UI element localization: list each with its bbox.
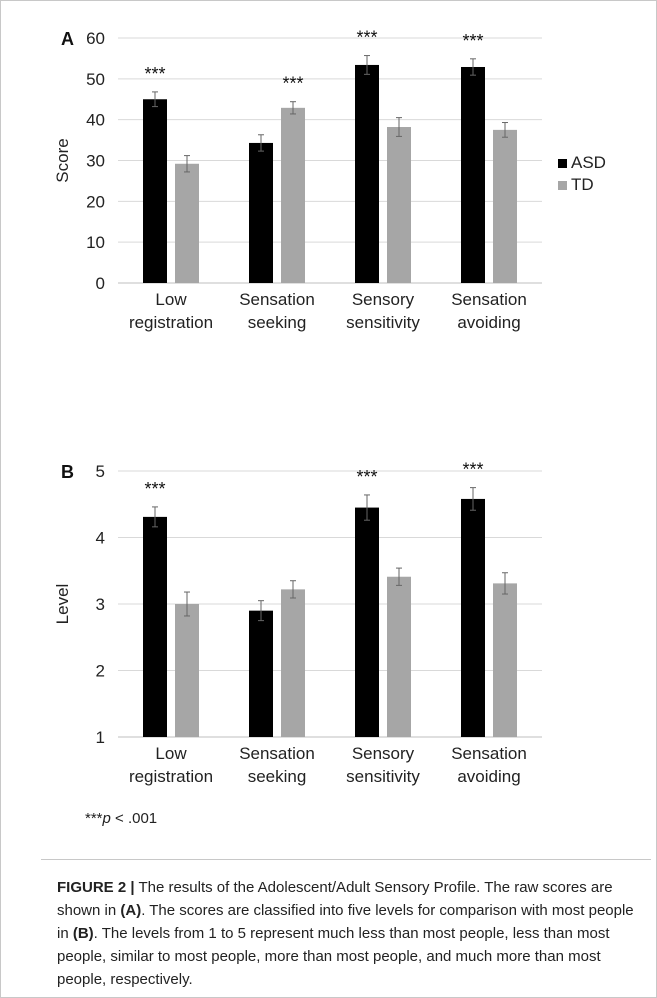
category-label: Low <box>155 290 187 309</box>
category-label: sensitivity <box>346 313 420 332</box>
category-label: sensitivity <box>346 767 420 786</box>
category-label: Sensation <box>451 290 527 309</box>
panel-label: B <box>61 462 74 482</box>
bar-td <box>493 129 517 283</box>
y-axis-label: Level <box>53 584 72 625</box>
y-tick-label: 1 <box>96 728 105 747</box>
category-label: registration <box>129 767 213 786</box>
legend-label-asd: ASD <box>571 153 606 172</box>
caption-ref-a: (A) <box>120 902 142 919</box>
caption-text-3: . The levels from 1 to 5 represent much … <box>57 925 610 988</box>
bar-td <box>387 576 411 737</box>
y-tick-label: 40 <box>86 111 105 130</box>
bar-asd <box>143 516 167 737</box>
bar-asd <box>143 99 167 283</box>
chart-panel-a: 0 10 20 30 40 50 60 A Score *** Low registration ***… <box>53 28 606 332</box>
bar-asd <box>249 610 273 737</box>
y-tick-label: 5 <box>96 462 105 481</box>
y-tick-label: 50 <box>86 70 105 89</box>
panel-label: A <box>61 29 74 49</box>
bar-td <box>175 604 199 737</box>
bar-td <box>281 107 305 283</box>
category-label: Sensation <box>451 744 527 763</box>
category-label: seeking <box>248 767 307 786</box>
legend-label-td: TD <box>571 175 594 194</box>
bar-asd <box>461 498 485 737</box>
category-label: avoiding <box>457 313 520 332</box>
y-tick-label: 60 <box>86 29 105 48</box>
category-label: Low <box>155 744 187 763</box>
y-tick-label: 2 <box>96 662 105 681</box>
category-label: registration <box>129 313 213 332</box>
bar-asd <box>355 64 379 283</box>
y-tick-label: 30 <box>86 152 105 171</box>
y-tick-label: 4 <box>96 529 105 548</box>
significance-marker: *** <box>462 31 483 51</box>
caption-label: FIGURE 2 | <box>57 879 135 896</box>
significance-marker: *** <box>462 460 483 480</box>
footnote: ***p < .001 <box>85 810 157 827</box>
y-tick-label: 10 <box>86 233 105 252</box>
significance-marker: *** <box>356 467 377 487</box>
category-label: avoiding <box>457 767 520 786</box>
significance-marker: *** <box>144 479 165 499</box>
significance-marker: *** <box>356 28 377 48</box>
y-tick-label: 20 <box>86 192 105 211</box>
figure-caption: FIGURE 2 | The results of the Adolescent… <box>57 876 647 991</box>
footnote-p: p <box>102 810 111 827</box>
footnote-stars: *** <box>85 810 103 827</box>
bar-td <box>281 589 305 737</box>
caption-ref-b: (B) <box>72 925 94 942</box>
y-axis-label: Score <box>53 138 72 182</box>
caption-text-2: . The scores are classified into five le… <box>57 902 634 942</box>
bar-asd <box>461 66 485 283</box>
footnote-text: < .001 <box>110 810 158 827</box>
y-tick-label: 0 <box>96 274 105 293</box>
bar-td <box>387 127 411 284</box>
category-label: seeking <box>248 313 307 332</box>
bar-td <box>493 583 517 737</box>
y-tick-label: 3 <box>96 595 105 614</box>
bar-asd <box>355 507 379 737</box>
legend-swatch-asd <box>558 159 567 168</box>
category-label: Sensation <box>239 290 315 309</box>
bar-asd <box>249 142 273 283</box>
chart-panel-b: 1 2 3 4 5 B Level *** Low registration Sensation se… <box>53 460 542 786</box>
significance-marker: *** <box>144 64 165 84</box>
caption-text-1: The results of the Adolescent/Adult Sens… <box>57 879 613 919</box>
significance-marker: *** <box>282 74 303 94</box>
legend-swatch-td <box>558 181 567 190</box>
bar-td <box>175 163 199 283</box>
category-label: Sensory <box>352 290 415 309</box>
category-label: Sensory <box>352 744 415 763</box>
category-label: Sensation <box>239 744 315 763</box>
caption-divider <box>41 859 651 860</box>
